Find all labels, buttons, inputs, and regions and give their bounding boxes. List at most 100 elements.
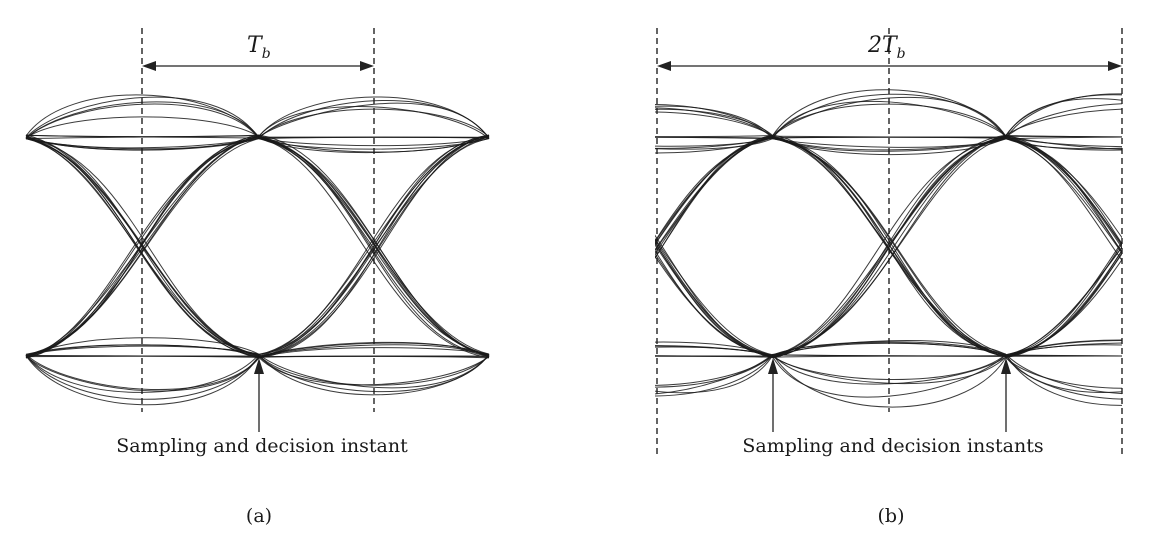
panel-b-seg0-bottom-overshoot-trace [655, 353, 774, 388]
panel-b-caption: Sampling and decision instants [742, 435, 1043, 457]
panel-a-seg1-bottom-overshoot-trace [25, 354, 260, 400]
panel-b-seg2-falling-trace [1005, 138, 1122, 245]
panel-a-eye-traces [25, 94, 490, 406]
panel-a-seg2-rising-trace [258, 136, 490, 358]
panel-a-seg2-bottom-flat-trace [258, 355, 490, 359]
panel-b-period-label: 2Tb [867, 33, 906, 62]
panel-b-seg2-bottom-overshoot-trace [1005, 354, 1122, 394]
panel-b-seg2-rising-trace [1005, 258, 1122, 357]
panel-b-seg1-falling-trace [772, 137, 1007, 357]
panel-b-seg0-bottom-dip-trace [655, 346, 774, 357]
panel-b-seg2-bottom-dip-trace [1005, 340, 1122, 358]
panel-b-seg2-rising-trace [1005, 246, 1122, 356]
panel-b-seg2-rising-trace [1005, 251, 1122, 356]
panel-b-seg0-top-overshoot-trace [655, 108, 774, 137]
panel-b-seg2-bottom-overshoot-trace [1005, 354, 1122, 393]
panel-b-seg2-falling-trace [1005, 137, 1122, 262]
panel-b-seg1-rising-trace [772, 136, 1007, 357]
panel-a-seg2-falling-trace [258, 137, 490, 359]
panel-a-seg2-rising-trace [258, 134, 490, 357]
panel-b-seg2-top-flat-trace [1005, 136, 1122, 140]
panel-a-seg2-bottom-overshoot-trace [258, 355, 490, 386]
panel-b-label: (b) [878, 505, 905, 527]
panel-a-label: (a) [246, 505, 272, 527]
panel-a-seg2-falling-trace [258, 138, 490, 357]
panel-a-seg2-rising-trace [258, 134, 490, 358]
panel-b-seg2-bottom-flat-trace [1005, 355, 1122, 357]
panel-b-seg2-rising-trace [1005, 249, 1122, 358]
panel-b-seg2-bottom-overshoot-trace [1005, 354, 1122, 406]
panel-a: Tb Sampling and decision instant (a) [25, 28, 490, 527]
panel-a-seg2-top-overshoot-trace [258, 106, 490, 139]
panel-b-seg2-falling-trace [1005, 136, 1122, 247]
panel-b-seg0-bottom-overshoot-trace [655, 354, 774, 394]
panel-b-seg2-falling-trace [1005, 136, 1122, 246]
panel-b-seg2-bottom-dip-trace [1005, 344, 1122, 359]
panel-b-seg1-falling-trace [772, 135, 1007, 356]
panel-a-seg1-bottom-dip-trace [25, 345, 260, 357]
panel-b-seg1-bottom-dip-trace [772, 342, 1007, 358]
panel-b-seg1-bottom-overshoot-trace [772, 353, 1007, 408]
panel-b-sampling-arrow-right [1001, 358, 1011, 432]
panel-b-seg2-top-dip-trace [1005, 136, 1122, 151]
panel-a-period-arrow [142, 61, 374, 71]
panel-a-seg1-top-overshoot-trace [25, 116, 260, 139]
panel-b-seg2-rising-trace [1005, 240, 1122, 357]
panel-b-seg0-rising-trace [655, 135, 774, 251]
panel-a-seg2-top-dip-trace [258, 137, 490, 150]
panel-a-seg1-top-overshoot-trace [25, 103, 260, 139]
panel-b-seg2-top-dip-trace [1005, 135, 1122, 148]
panel-b-seg1-top-dip-trace [772, 135, 1007, 156]
panel-a-seg2-rising-trace [258, 134, 490, 355]
panel-b-seg0-bottom-overshoot-trace [655, 353, 774, 395]
panel-b-seg2-falling-trace [1005, 135, 1122, 254]
panel-a-caption: Sampling and decision instant [116, 435, 408, 457]
panel-b-seg0-bottom-overshoot-trace [655, 354, 774, 397]
panel-b-seg2-top-dip-trace [1005, 134, 1122, 150]
panel-a-seg1-rising-trace [25, 134, 260, 357]
panel-a-seg1-top-overshoot-trace [25, 101, 260, 139]
panel-b-seg1-rising-trace [772, 135, 1007, 357]
panel-a-seg1-bottom-dip-trace [25, 344, 260, 357]
panel-b-seg1-top-flat-trace [772, 136, 1007, 139]
panel-b-seg0-top-dip-trace [655, 136, 774, 154]
panel-b-seg0-bottom-dip-trace [655, 341, 774, 358]
panel-b-seg0-rising-trace [655, 134, 774, 246]
panel-a-seg1-bottom-overshoot-trace [25, 356, 260, 392]
panel-b-seg0-falling-trace [655, 237, 774, 356]
panel-a-seg1-bottom-overshoot-trace [25, 354, 260, 390]
panel-b-sampling-arrow-left [768, 358, 778, 432]
panel-b-seg1-top-overshoot-trace [772, 103, 1007, 137]
panel-a-seg2-top-overshoot-trace [258, 100, 490, 139]
panel-b-seg1-top-overshoot-trace [772, 89, 1007, 137]
panel-b-seg0-rising-trace [655, 137, 774, 259]
panel-b-seg1-bottom-flat-trace [772, 353, 1007, 357]
panel-a-seg1-top-dip-trace [25, 135, 260, 151]
panel-b-seg0-top-overshoot-trace [655, 104, 774, 140]
panel-a-seg2-bottom-overshoot-trace [258, 356, 490, 386]
panel-b: 2Tb Sampling and decision instants (b) [655, 28, 1123, 527]
panel-b-seg0-falling-trace [655, 249, 774, 357]
panel-b-seg2-rising-trace [1005, 249, 1122, 357]
panel-b-seg2-bottom-flat-trace [1005, 354, 1122, 357]
panel-a-seg2-bottom-overshoot-trace [258, 353, 490, 389]
panel-b-seg0-top-flat-trace [655, 136, 774, 140]
panel-a-period-label: Tb [247, 33, 271, 62]
panel-b-seg0-rising-trace [655, 135, 774, 243]
panel-b-seg0-falling-trace [655, 255, 774, 358]
panel-b-seg2-rising-trace [1005, 252, 1122, 358]
panel-b-seg2-top-overshoot-trace [1005, 93, 1122, 139]
panel-b-seg2-falling-trace [1005, 138, 1122, 239]
panel-b-eye-traces [655, 89, 1122, 408]
panel-a-seg2-bottom-overshoot-trace [258, 354, 490, 396]
panel-b-seg1-bottom-overshoot-trace [772, 355, 1007, 385]
panel-b-seg2-top-flat-trace [1005, 134, 1122, 138]
panel-b-seg0-falling-trace [655, 234, 774, 357]
panel-b-seg2-top-overshoot-trace [1005, 94, 1122, 136]
panel-a-seg1-rising-trace [25, 135, 260, 356]
panel-b-seg0-bottom-flat-trace [655, 355, 774, 357]
panel-b-seg0-top-overshoot-trace [655, 105, 774, 138]
panel-a-sampling-arrow [254, 358, 264, 432]
panel-b-seg2-top-overshoot-trace [1005, 103, 1122, 138]
